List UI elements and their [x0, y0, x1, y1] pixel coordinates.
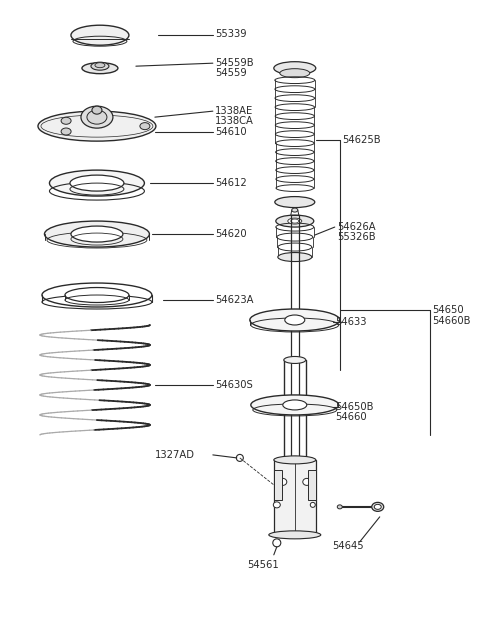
- Ellipse shape: [303, 478, 311, 485]
- Text: 54612: 54612: [215, 178, 247, 188]
- Ellipse shape: [284, 356, 306, 363]
- Text: 54561: 54561: [247, 560, 279, 570]
- Ellipse shape: [291, 219, 299, 223]
- Ellipse shape: [236, 455, 243, 462]
- Ellipse shape: [337, 505, 342, 509]
- Ellipse shape: [71, 226, 123, 242]
- Ellipse shape: [250, 309, 340, 331]
- Text: 54660: 54660: [335, 412, 366, 422]
- Ellipse shape: [274, 456, 316, 464]
- Ellipse shape: [372, 502, 384, 511]
- Ellipse shape: [61, 128, 71, 135]
- Ellipse shape: [275, 197, 315, 208]
- Ellipse shape: [288, 218, 302, 224]
- Ellipse shape: [71, 25, 129, 45]
- Ellipse shape: [273, 539, 281, 547]
- Text: 54633: 54633: [335, 317, 366, 327]
- Ellipse shape: [279, 478, 287, 485]
- Text: 54630S: 54630S: [215, 380, 252, 390]
- Text: 1327AD: 1327AD: [155, 450, 195, 460]
- Ellipse shape: [140, 123, 150, 130]
- Text: 54645: 54645: [332, 541, 363, 551]
- Text: 54626A: 54626A: [337, 222, 375, 232]
- Text: 1338CA: 1338CA: [215, 116, 254, 126]
- Ellipse shape: [87, 110, 107, 124]
- Text: 54610: 54610: [215, 127, 246, 137]
- Ellipse shape: [49, 170, 144, 196]
- Ellipse shape: [65, 288, 129, 302]
- Ellipse shape: [283, 400, 307, 410]
- Ellipse shape: [285, 315, 305, 325]
- Text: 54625B: 54625B: [342, 135, 380, 145]
- Text: 54650: 54650: [432, 305, 463, 315]
- Text: 54650B: 54650B: [335, 402, 373, 412]
- Ellipse shape: [374, 504, 381, 509]
- Text: 1338AE: 1338AE: [215, 106, 253, 116]
- Ellipse shape: [280, 69, 310, 77]
- Ellipse shape: [269, 531, 321, 539]
- Ellipse shape: [38, 111, 156, 141]
- Ellipse shape: [82, 63, 118, 74]
- Ellipse shape: [274, 62, 316, 75]
- Text: 54660B: 54660B: [432, 316, 470, 326]
- Ellipse shape: [292, 208, 298, 212]
- Text: 54620: 54620: [215, 229, 246, 239]
- Ellipse shape: [284, 457, 306, 464]
- Text: 55326B: 55326B: [337, 232, 375, 242]
- Ellipse shape: [278, 253, 312, 262]
- Ellipse shape: [81, 106, 113, 128]
- Text: 54559: 54559: [215, 68, 247, 78]
- Ellipse shape: [61, 117, 71, 124]
- Ellipse shape: [273, 502, 280, 508]
- Text: 54623A: 54623A: [215, 295, 253, 305]
- Ellipse shape: [251, 395, 339, 415]
- Text: 54559B: 54559B: [215, 58, 253, 68]
- Ellipse shape: [45, 221, 149, 247]
- Bar: [308, 470, 316, 500]
- Ellipse shape: [276, 215, 314, 227]
- Ellipse shape: [310, 502, 315, 507]
- Text: 55339: 55339: [215, 29, 246, 39]
- Bar: [274, 460, 316, 535]
- Bar: [274, 470, 282, 500]
- Ellipse shape: [92, 106, 102, 114]
- Ellipse shape: [70, 175, 124, 191]
- Ellipse shape: [95, 63, 105, 68]
- Ellipse shape: [91, 62, 109, 70]
